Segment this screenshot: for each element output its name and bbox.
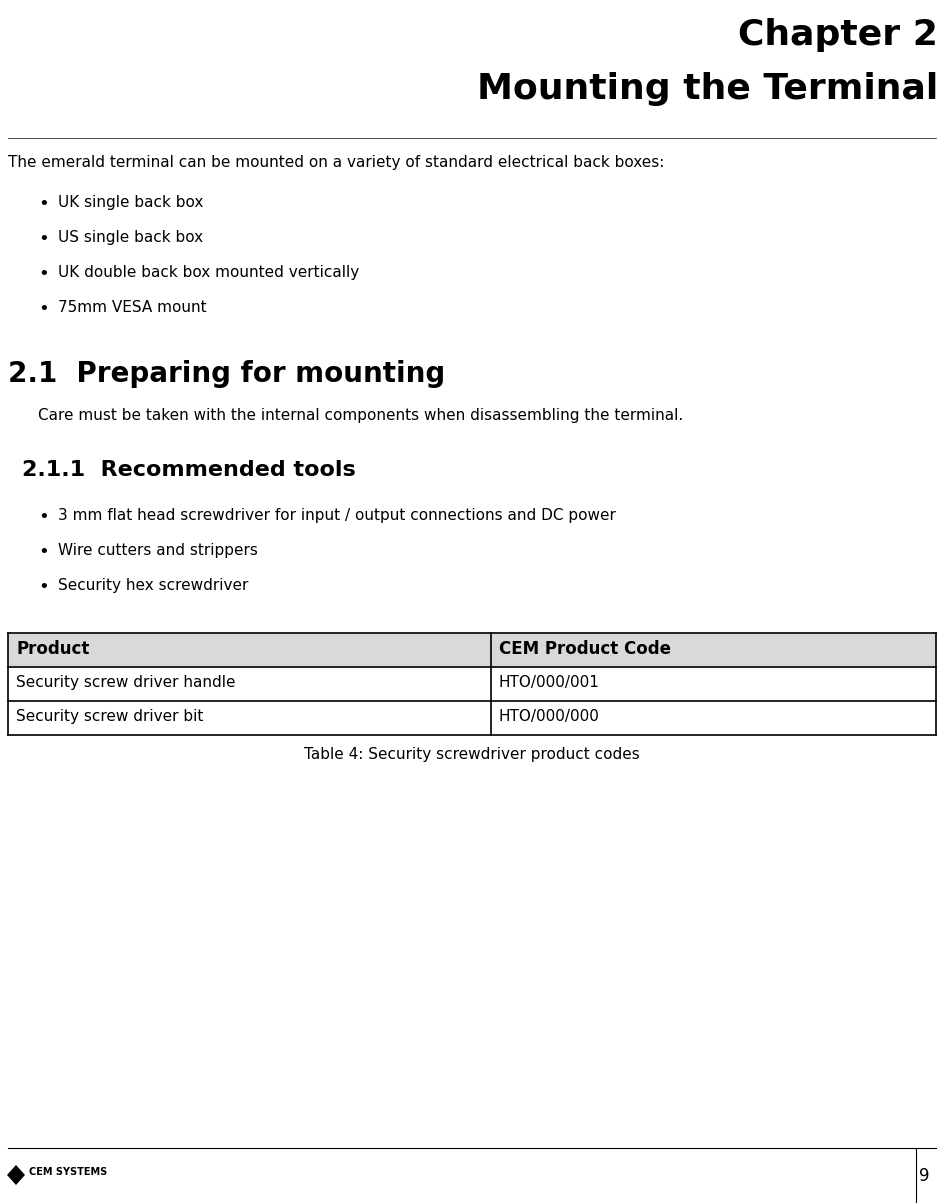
- Bar: [8, 666, 936, 701]
- Text: Table 4: Security screwdriver product codes: Table 4: Security screwdriver product co…: [304, 747, 640, 761]
- Text: •: •: [38, 195, 49, 213]
- Text: UK single back box: UK single back box: [58, 195, 203, 211]
- Text: HTO/000/001: HTO/000/001: [498, 675, 599, 691]
- Text: Product: Product: [16, 640, 90, 658]
- Text: Security hex screwdriver: Security hex screwdriver: [58, 577, 248, 593]
- Text: •: •: [38, 508, 49, 526]
- Text: Security screw driver bit: Security screw driver bit: [16, 709, 203, 724]
- Text: US single back box: US single back box: [58, 230, 203, 245]
- Text: 2.1  Preparing for mounting: 2.1 Preparing for mounting: [8, 360, 446, 389]
- Polygon shape: [7, 1165, 25, 1185]
- Text: •: •: [38, 300, 49, 318]
- Text: Wire cutters and strippers: Wire cutters and strippers: [58, 543, 258, 558]
- Text: 9: 9: [919, 1167, 930, 1185]
- Text: HTO/000/000: HTO/000/000: [498, 709, 599, 724]
- Text: •: •: [38, 543, 49, 561]
- Text: CEM SYSTEMS: CEM SYSTEMS: [29, 1167, 108, 1177]
- Text: 2.1.1  Recommended tools: 2.1.1 Recommended tools: [22, 460, 356, 480]
- Text: Security screw driver handle: Security screw driver handle: [16, 675, 235, 691]
- Text: Care must be taken with the internal components when disassembling the terminal.: Care must be taken with the internal com…: [38, 408, 683, 423]
- Text: Chapter 2: Chapter 2: [738, 18, 938, 52]
- Text: The emerald terminal can be mounted on a variety of standard electrical back box: The emerald terminal can be mounted on a…: [8, 155, 665, 170]
- Text: •: •: [38, 230, 49, 248]
- Text: 3 mm flat head screwdriver for input / output connections and DC power: 3 mm flat head screwdriver for input / o…: [58, 508, 615, 523]
- Text: Mounting the Terminal: Mounting the Terminal: [477, 72, 938, 106]
- Bar: [8, 633, 936, 666]
- Text: •: •: [38, 577, 49, 595]
- Text: •: •: [38, 265, 49, 283]
- Bar: [8, 701, 936, 735]
- Text: 75mm VESA mount: 75mm VESA mount: [58, 300, 207, 315]
- Text: UK double back box mounted vertically: UK double back box mounted vertically: [58, 265, 360, 280]
- Text: CEM Product Code: CEM Product Code: [498, 640, 670, 658]
